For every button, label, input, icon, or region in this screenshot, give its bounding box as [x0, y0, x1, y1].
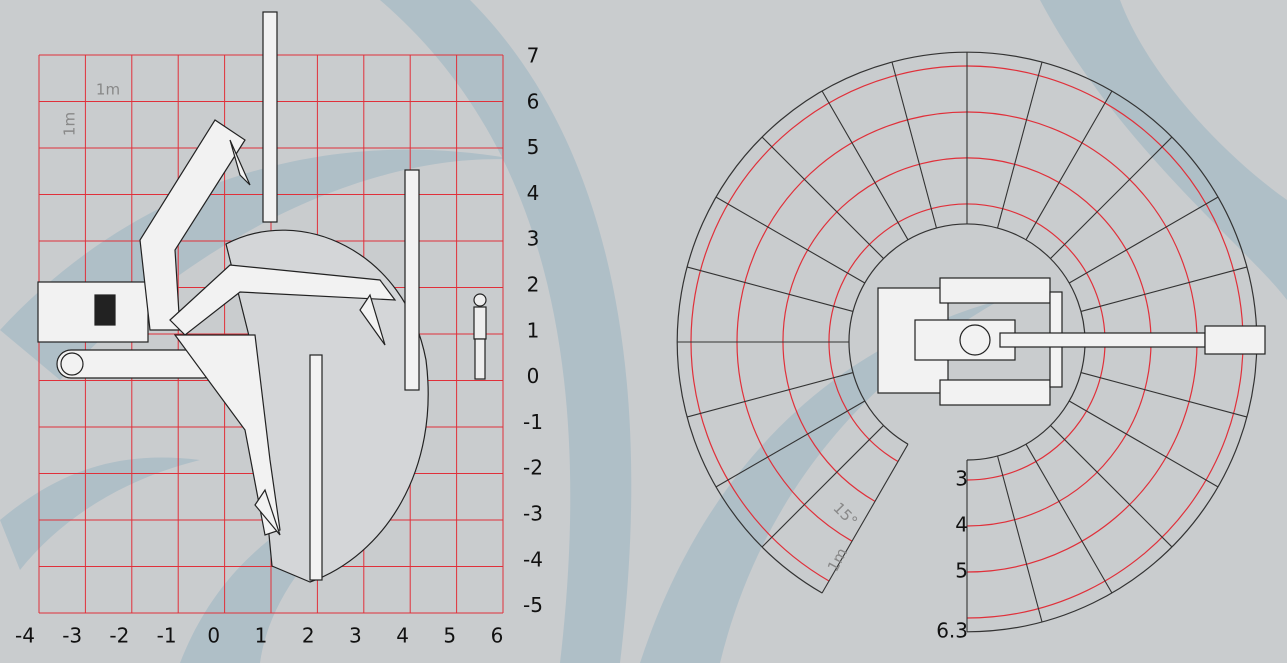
machine-top — [877, 277, 1266, 406]
radial-line — [761, 425, 884, 548]
y-axis-label: -2 — [523, 456, 543, 480]
cell-height-label: 1m — [61, 112, 79, 136]
y-axis-label: 2 — [527, 273, 540, 297]
x-axis-label: 4 — [396, 624, 409, 648]
y-axis-label: -4 — [523, 547, 543, 571]
x-axis-label: 6 — [491, 624, 504, 648]
cell-width-label: 1m — [96, 81, 120, 99]
x-axis-label: -3 — [62, 624, 82, 648]
radial-line — [1080, 266, 1248, 312]
radial-line — [1050, 136, 1173, 259]
y-axis-label: 5 — [527, 135, 540, 159]
person-icon — [473, 293, 487, 380]
y-axis-label: 4 — [527, 181, 540, 205]
y-axis-label: 6 — [527, 89, 540, 113]
x-axis-label: 2 — [302, 624, 315, 648]
radial-line — [1050, 425, 1173, 548]
y-axis-label: 1 — [527, 318, 540, 342]
x-axis-label: -2 — [109, 624, 129, 648]
radial-line — [1025, 90, 1113, 241]
x-axis-label: -4 — [15, 624, 35, 648]
radial-line — [1080, 372, 1248, 418]
x-axis-label: 5 — [443, 624, 456, 648]
radial-line — [715, 196, 866, 284]
y-axis-label: 3 — [527, 227, 540, 251]
radial-line — [686, 266, 854, 312]
radial-line — [1068, 196, 1219, 284]
machine-side — [37, 11, 420, 581]
radius-label: 4 — [955, 513, 968, 537]
x-axis-label: 3 — [349, 624, 362, 648]
radial-line — [761, 136, 884, 259]
radius-label: 5 — [955, 559, 968, 583]
radial-line — [1025, 443, 1113, 594]
radial-line — [997, 455, 1043, 623]
y-axis-label: 7 — [527, 44, 540, 68]
radial-line — [686, 372, 854, 418]
radial-line — [891, 61, 937, 229]
radius-label: 3 — [955, 467, 968, 491]
radial-line — [821, 90, 909, 241]
x-axis-label: 0 — [207, 624, 220, 648]
x-axis-label: 1 — [255, 624, 268, 648]
radial-line — [821, 443, 909, 594]
y-axis-label: -5 — [523, 593, 543, 617]
radius-label: 6.3 — [936, 618, 968, 642]
radial-line — [1068, 400, 1219, 488]
y-axis-label: -1 — [523, 410, 543, 434]
x-axis-label: -1 — [157, 624, 177, 648]
radial-line — [715, 400, 866, 488]
angle-label: 15° — [830, 499, 862, 531]
reach-envelope — [225, 229, 429, 583]
radial-line — [997, 61, 1043, 229]
y-axis-label: -3 — [523, 502, 543, 526]
y-axis-label: 0 — [527, 364, 540, 388]
